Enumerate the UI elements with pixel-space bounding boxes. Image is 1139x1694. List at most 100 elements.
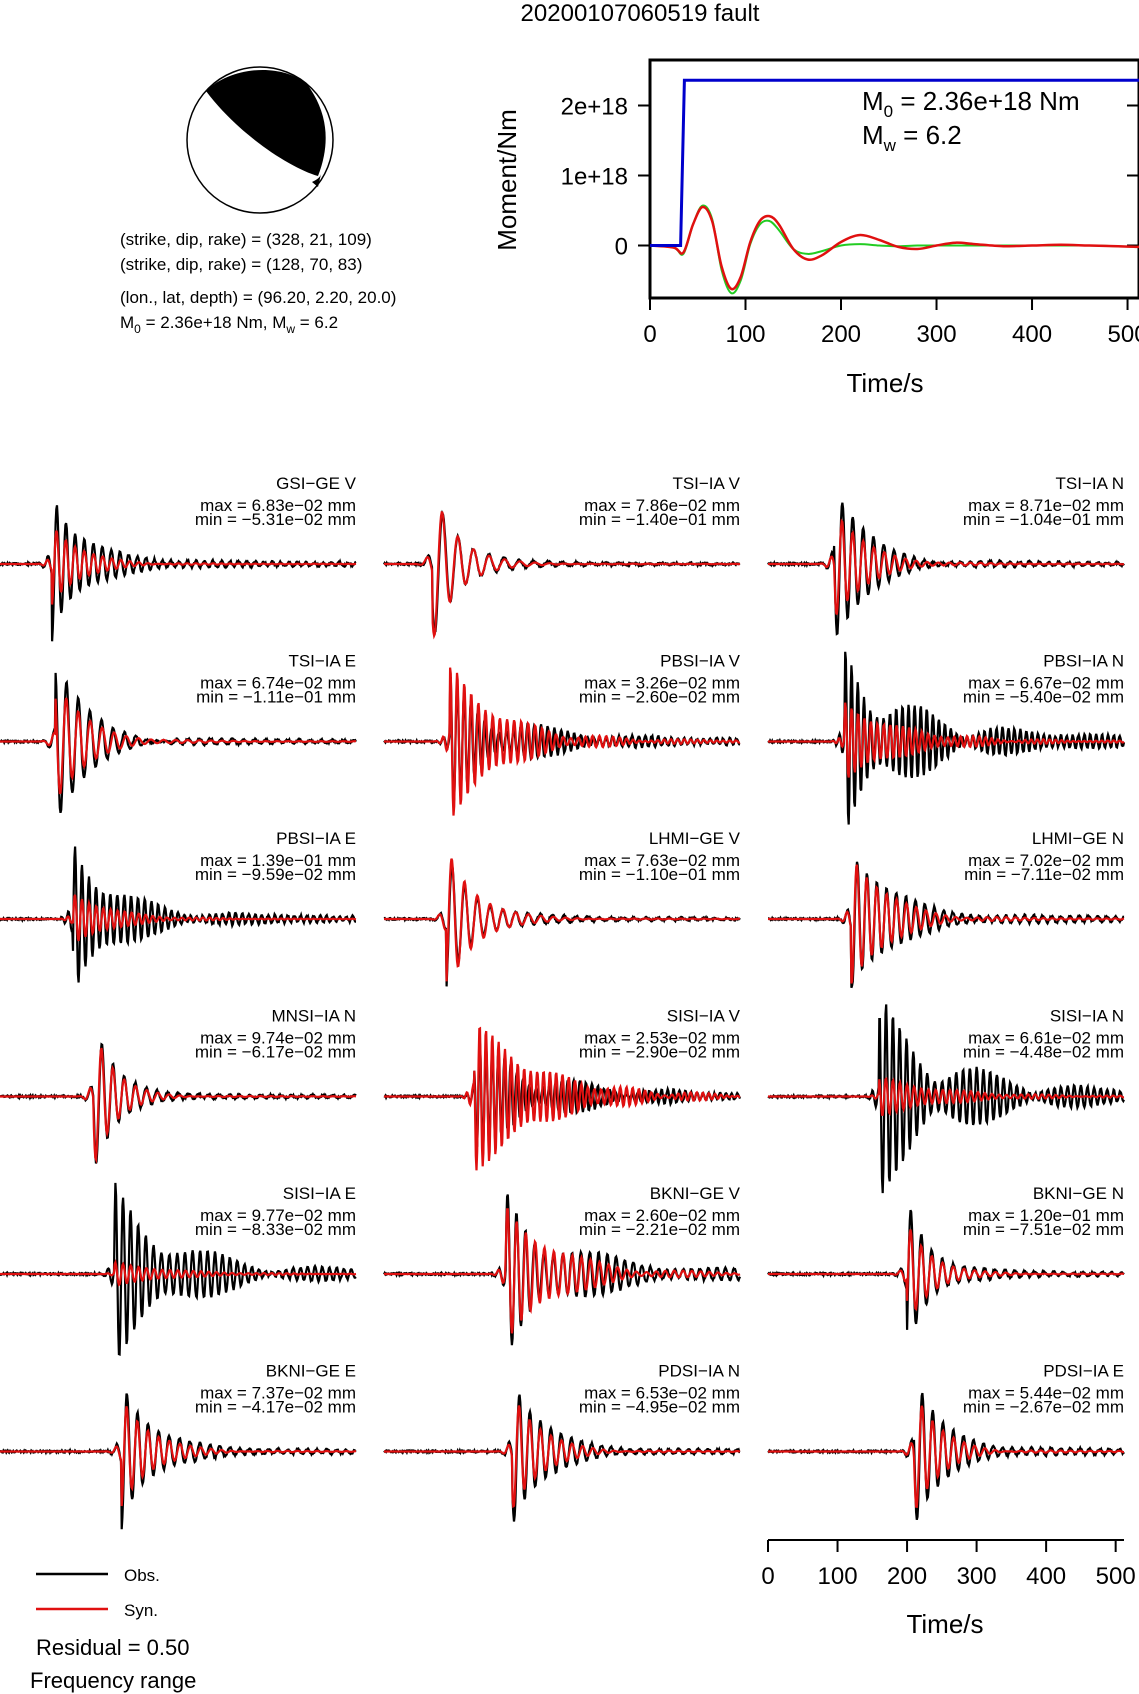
station-min: min = −1.10e−01 mm [579, 865, 740, 884]
location-text: (lon., lat, depth) = (96.20, 2.20, 20.0) [120, 288, 396, 307]
waveform-xtick-label: 200 [887, 1563, 927, 1590]
station-min: min = −8.33e−02 mm [195, 1220, 356, 1239]
station-max: max = 6.67e−02 mm [968, 674, 1124, 693]
cumulative-moment-series [650, 78, 1139, 247]
station-max: max = 1.39e−01 mm [200, 851, 356, 870]
figure-title: 20200107060519 fault [521, 0, 760, 27]
station-max: max = 7.63e−02 mm [584, 851, 740, 870]
moment-rate-xtick-label: 400 [1012, 321, 1052, 348]
moment-rate-xtick-label: 100 [725, 321, 765, 348]
synthetic-waveform [384, 1026, 741, 1171]
station-max: max = 9.74e−02 mm [200, 1029, 356, 1048]
moment-rate-x-axis-label: Time/s [846, 368, 923, 398]
station-max: max = 8.71e−02 mm [968, 496, 1124, 515]
station-label: LHMI−GE N [1032, 829, 1124, 848]
synthetic-waveform [0, 697, 357, 795]
moment-rate-y-ticks: 0 1e+18 2e+18 [561, 94, 1139, 261]
station-min: min = −5.40e−02 mm [963, 688, 1124, 707]
station-max: max = 5.44e−02 mm [968, 1384, 1124, 1403]
waveform-x-axis-label: Time/s [906, 1609, 983, 1639]
station-label: TSI−IA V [672, 474, 740, 493]
beachball-compressional-quadrant [206, 69, 326, 176]
station-min: min = −9.59e−02 mm [195, 865, 356, 884]
station-max: max = 7.02e−02 mm [968, 851, 1124, 870]
moment-text: M0 = 2.36e+18 Nm, Mw = 6.2 [120, 313, 338, 336]
waveform-xtick-label: 500 [1096, 1563, 1136, 1590]
station-max: max = 1.20e−01 mm [968, 1206, 1124, 1225]
station-max: max = 6.83e−02 mm [200, 496, 356, 515]
frequency-range-text: Frequency range [30, 1668, 196, 1693]
station-min: min = −4.48e−02 mm [963, 1043, 1124, 1062]
plane1-text: (strike, dip, rake) = (328, 21, 109) [120, 230, 372, 249]
moment-rate-red-series [649, 205, 1139, 291]
synthetic-waveform [0, 1259, 357, 1287]
station-min: min = −2.60e−02 mm [579, 688, 740, 707]
plane2-text: (strike, dip, rake) = (128, 70, 83) [120, 255, 362, 274]
synthetic-waveform [0, 1047, 357, 1164]
station-min: min = −2.67e−02 mm [963, 1398, 1124, 1417]
station-label: PBSI−IA E [276, 829, 356, 848]
station-max: max = 7.86e−02 mm [584, 496, 740, 515]
station-min: min = −1.11e−01 mm [196, 688, 356, 707]
station-label: GSI−GE V [276, 474, 356, 493]
station-max: max = 2.53e−02 mm [584, 1029, 740, 1048]
synthetic-waveform [0, 1406, 357, 1507]
station-label: SISI−IA V [667, 1007, 741, 1026]
observed-waveform [0, 1042, 357, 1164]
synthetic-waveform [768, 1076, 1125, 1116]
station-min: min = −6.17e−02 mm [195, 1043, 356, 1062]
station-min: min = −1.04e−01 mm [963, 510, 1124, 529]
station-label: BKNI−GE N [1033, 1184, 1124, 1203]
station-min: min = −7.51e−02 mm [963, 1220, 1124, 1239]
m0-annotation: M0 = 2.36e+18 Nm [862, 86, 1080, 121]
moment-rate-xtick-label: 0 [643, 321, 656, 348]
moment-rate-x-ticks: 0 100 200 300 400 500 [643, 298, 1139, 348]
synthetic-waveform [384, 1405, 741, 1509]
moment-rate-chart: 0 1e+18 2e+18 0 100 200 300 400 500 M0 = 2.36e+… [492, 58, 1139, 398]
synthetic-waveform [0, 894, 357, 942]
synthetic-waveform [384, 511, 741, 640]
moment-rate-xtick-label: 300 [917, 321, 957, 348]
station-max: max = 3.26e−02 mm [584, 674, 740, 693]
station-label: SISI−IA N [1050, 1007, 1124, 1026]
station-max: max = 6.74e−02 mm [200, 674, 356, 693]
station-min: min = −5.31e−02 mm [195, 510, 356, 529]
legend: Obs. Syn. [36, 1566, 160, 1620]
moment-rate-ytick-label: 2e+18 [561, 94, 628, 121]
synthetic-waveform [768, 518, 1125, 615]
station-max: max = 6.53e−02 mm [584, 1384, 740, 1403]
moment-rate-green-series [649, 204, 1139, 295]
waveform-xtick-label: 300 [957, 1563, 997, 1590]
station-min: min = −4.17e−02 mm [195, 1398, 356, 1417]
station-label: LHMI−GE V [649, 829, 741, 848]
moment-rate-frame [648, 58, 1139, 300]
focal-mechanism-beachball [186, 66, 334, 214]
moment-rate-xtick-label: 200 [821, 321, 861, 348]
station-min: min = −2.90e−02 mm [579, 1043, 740, 1062]
synthetic-waveform [384, 667, 741, 816]
moment-rate-xtick-label: 500 [1108, 321, 1139, 348]
residual-text: Residual = 0.50 [36, 1635, 190, 1660]
station-max: max = 9.77e−02 mm [200, 1206, 356, 1225]
station-label: TSI−IA E [288, 652, 356, 671]
waveform-time-axis: 0 100 200 300 400 500 [761, 1539, 1136, 1590]
station-max: max = 7.37e−02 mm [200, 1384, 356, 1403]
legend-syn-label: Syn. [124, 1601, 158, 1620]
station-label: PDSI−IA N [658, 1362, 740, 1381]
